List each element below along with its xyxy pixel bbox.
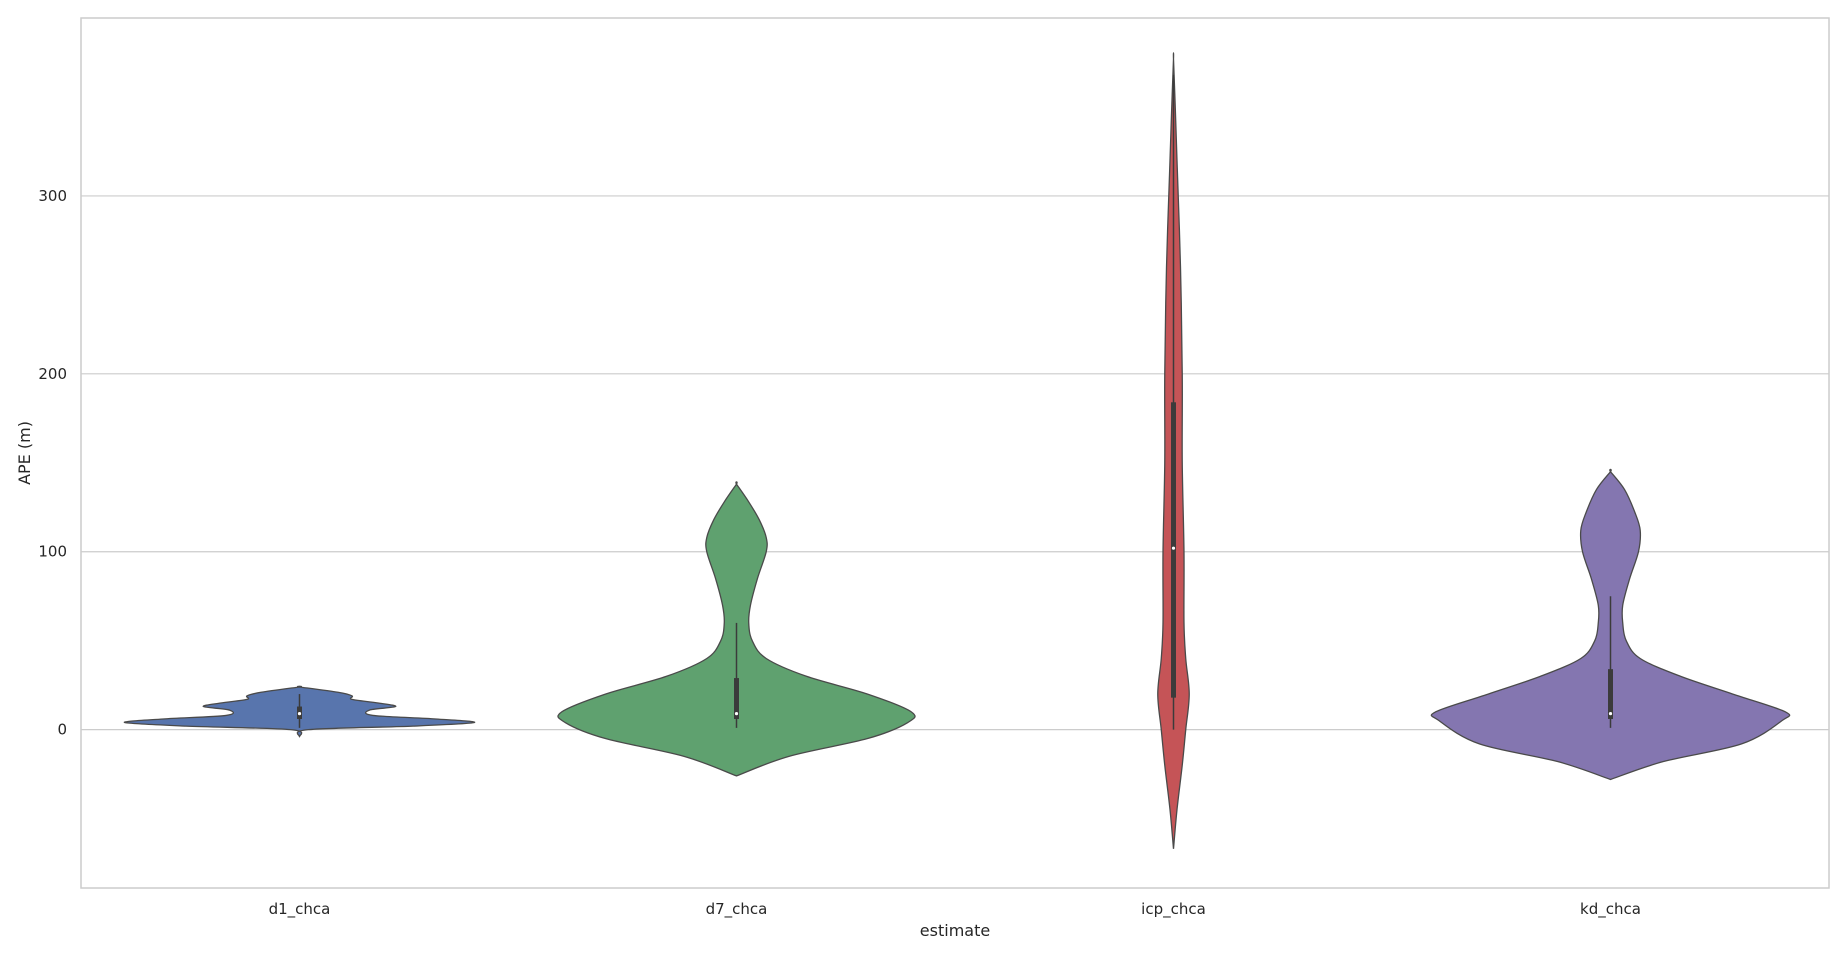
x-tick-label: d7_chca: [706, 900, 768, 919]
y-axis-label: APE (m): [15, 421, 34, 485]
median-marker: [1171, 546, 1176, 550]
violin-layer: [123, 52, 1791, 849]
iqr-box: [1608, 669, 1613, 719]
violin-kd_chca: [1430, 468, 1791, 781]
median-marker: [297, 712, 302, 716]
median-marker: [734, 712, 739, 716]
x-tick-label: kd_chca: [1580, 900, 1641, 919]
y-tick-label: 100: [38, 543, 67, 561]
violin-d7_chca: [557, 481, 916, 777]
tick-layer: 0 100 200 300 d1_chca d7_chca icp_chca kd_chca: [38, 187, 1641, 919]
median-marker: [1608, 712, 1613, 716]
y-tick-label: 0: [57, 721, 67, 739]
x-axis-label: estimate: [920, 921, 990, 940]
x-tick-label: d1_chca: [269, 900, 331, 919]
plot-frame: [80, 17, 1830, 889]
iqr-box: [1171, 402, 1176, 698]
grid-layer: [81, 195, 1829, 731]
y-tick-label: 300: [38, 187, 67, 205]
violin-d1_chca: [123, 685, 476, 738]
y-tick-label: 200: [38, 365, 67, 383]
iqr-box: [734, 678, 739, 719]
x-tick-label: icp_chca: [1141, 900, 1206, 919]
violin-icp_chca: [1157, 52, 1190, 849]
